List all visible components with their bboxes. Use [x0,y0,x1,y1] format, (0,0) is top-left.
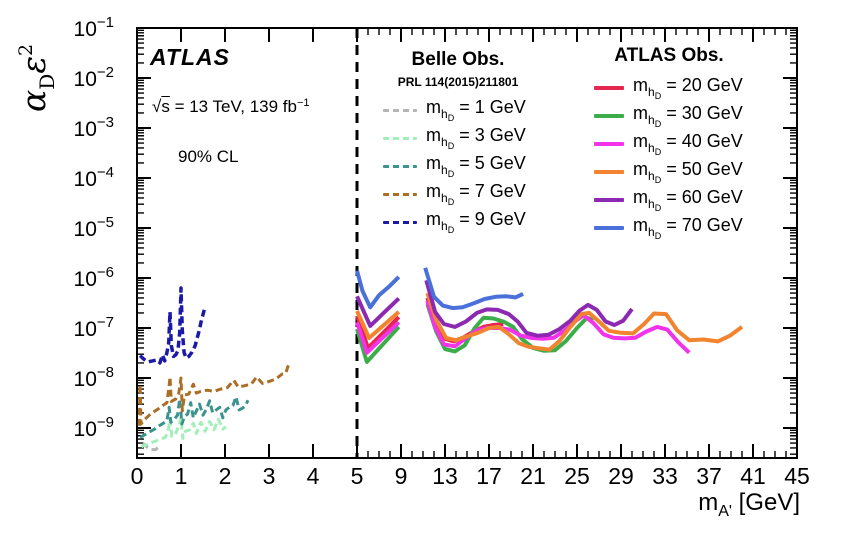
y-tick-label: 10−7 [74,314,114,341]
x-tick-label: 17 [476,463,502,489]
legend-item-mhd-50: mhD = 50 GeV [594,158,784,186]
legend-item-mhd-20: mhD = 20 GeV [594,74,784,102]
legend-item-mhd-7: mhD = 7 GeV [383,180,559,208]
minor-ticks [137,28,797,458]
confidence-level-label: 90% CL [178,147,239,166]
legend-swatch-dashed [383,136,417,140]
legend-item-label: mhD = 9 GeV [426,209,526,235]
legend-item-mhd-5: mhD = 5 GeV [383,152,559,180]
x-axis-title: mA' [GeV] [698,489,800,520]
legend-item-mhd-30: mhD = 30 GeV [594,102,784,130]
y-tick-label: 10−3 [74,114,114,141]
limit-curve-60GeV [355,295,401,328]
legend-swatch-solid [594,170,624,174]
limit-curve-5GeV [139,395,250,439]
legend-swatch-solid [594,86,624,90]
y-tick-label: 10−8 [74,364,114,391]
limit-curve-7GeV [137,364,290,426]
legend-item-label: mhD = 40 GeV [633,131,743,157]
x-tick-label: 3 [263,463,276,489]
x-tick-label: 9 [395,463,408,489]
legend-item-mhd-60: mhD = 60 GeV [594,186,784,214]
limit-curve-70GeV [355,270,401,310]
legend-item-label: mhD = 1 GeV [426,97,526,123]
experiment-label: ATLAS [150,44,230,70]
legend-item-mhd-9: mhD = 9 GeV [383,208,559,236]
energy-luminosity-label: √s = 13 TeV, 139 fb−1 [152,97,310,116]
x-tick-label: 45 [784,463,810,489]
limit-curve-3GeV [140,416,227,449]
x-tick-label: 13 [432,463,458,489]
limit-curve-9GeV [138,286,206,365]
legend-item-mhd-3: mhD = 3 GeV [383,124,559,152]
y-tick-label: 10−9 [74,414,114,441]
x-tick-label: 21 [520,463,546,489]
limit-curve-50GeV [425,292,744,352]
y-axis-title: αDε2 [14,43,59,112]
legend-swatch-solid [594,198,624,202]
legend-belle-title: Belle Obs. [411,49,505,70]
y-tick-label: 10−1 [74,14,114,41]
legend-swatch-solid [594,114,624,118]
limit-curve-60GeV [424,279,634,338]
legend-swatch-dashed [383,220,417,224]
x-tick-label: 29 [608,463,634,489]
legend-item-label: mhD = 20 GeV [633,75,743,101]
limit-curve-30GeV [355,325,401,364]
y-tick-label: 10−4 [74,164,114,191]
limit-curve-50GeV [355,310,401,340]
x-tick-label: 0 [131,463,144,489]
limit-curve-20GeV [355,315,401,350]
legend-item-label: mhD = 5 GeV [426,153,526,179]
legend-item-label: mhD = 7 GeV [426,181,526,207]
x-tick-label: 41 [740,463,766,489]
legend-atlas: ATLAS Obs. mhD = 20 GeV mhD = 30 GeV mhD… [594,45,784,242]
x-tick-label: 33 [652,463,678,489]
legend-belle-reference: PRL 114(2015)211801 [397,75,519,89]
legend-swatch-dashed [383,108,417,112]
legend-belle: Belle Obs. PRL 114(2015)211801 mhD = 1 G… [383,49,559,236]
legend-item-mhd-70: mhD = 70 GeV [594,214,784,242]
y-tick-label: 10−2 [74,64,114,91]
legend-item-label: mhD = 70 GeV [633,215,743,241]
legend-item-label: mhD = 50 GeV [633,159,743,185]
y-tick-label: 10−6 [74,264,114,291]
x-tick-label: 4 [307,463,320,489]
legend-swatch-solid [594,226,624,230]
x-tick-label: 37 [696,463,722,489]
sqrt-s: s [161,97,170,116]
legend-item-mhd-40: mhD = 40 GeV [594,130,784,158]
legend-item-label: mhD = 3 GeV [426,125,526,151]
limit-curve-40GeV [355,320,401,355]
legend-item-label: mhD = 30 GeV [633,103,743,129]
x-tick-label: 5 [351,463,364,489]
y-tick-label: 10−5 [74,214,114,241]
legend-swatch-solid [594,142,624,146]
x-tick-label: 1 [175,463,188,489]
legend-swatch-dashed [383,164,417,168]
legend-item-mhd-1: mhD = 1 GeV [383,96,559,124]
x-tick-label: 25 [564,463,590,489]
sqrt-symbol: √ [152,97,162,116]
legend-atlas-title: ATLAS Obs. [614,45,724,66]
legend-swatch-dashed [383,192,417,196]
legend-item-label: mhD = 60 GeV [633,187,743,213]
limit-curve-70GeV [423,267,524,311]
limit-curve-30GeV [425,303,595,354]
x-tick-label: 2 [219,463,232,489]
